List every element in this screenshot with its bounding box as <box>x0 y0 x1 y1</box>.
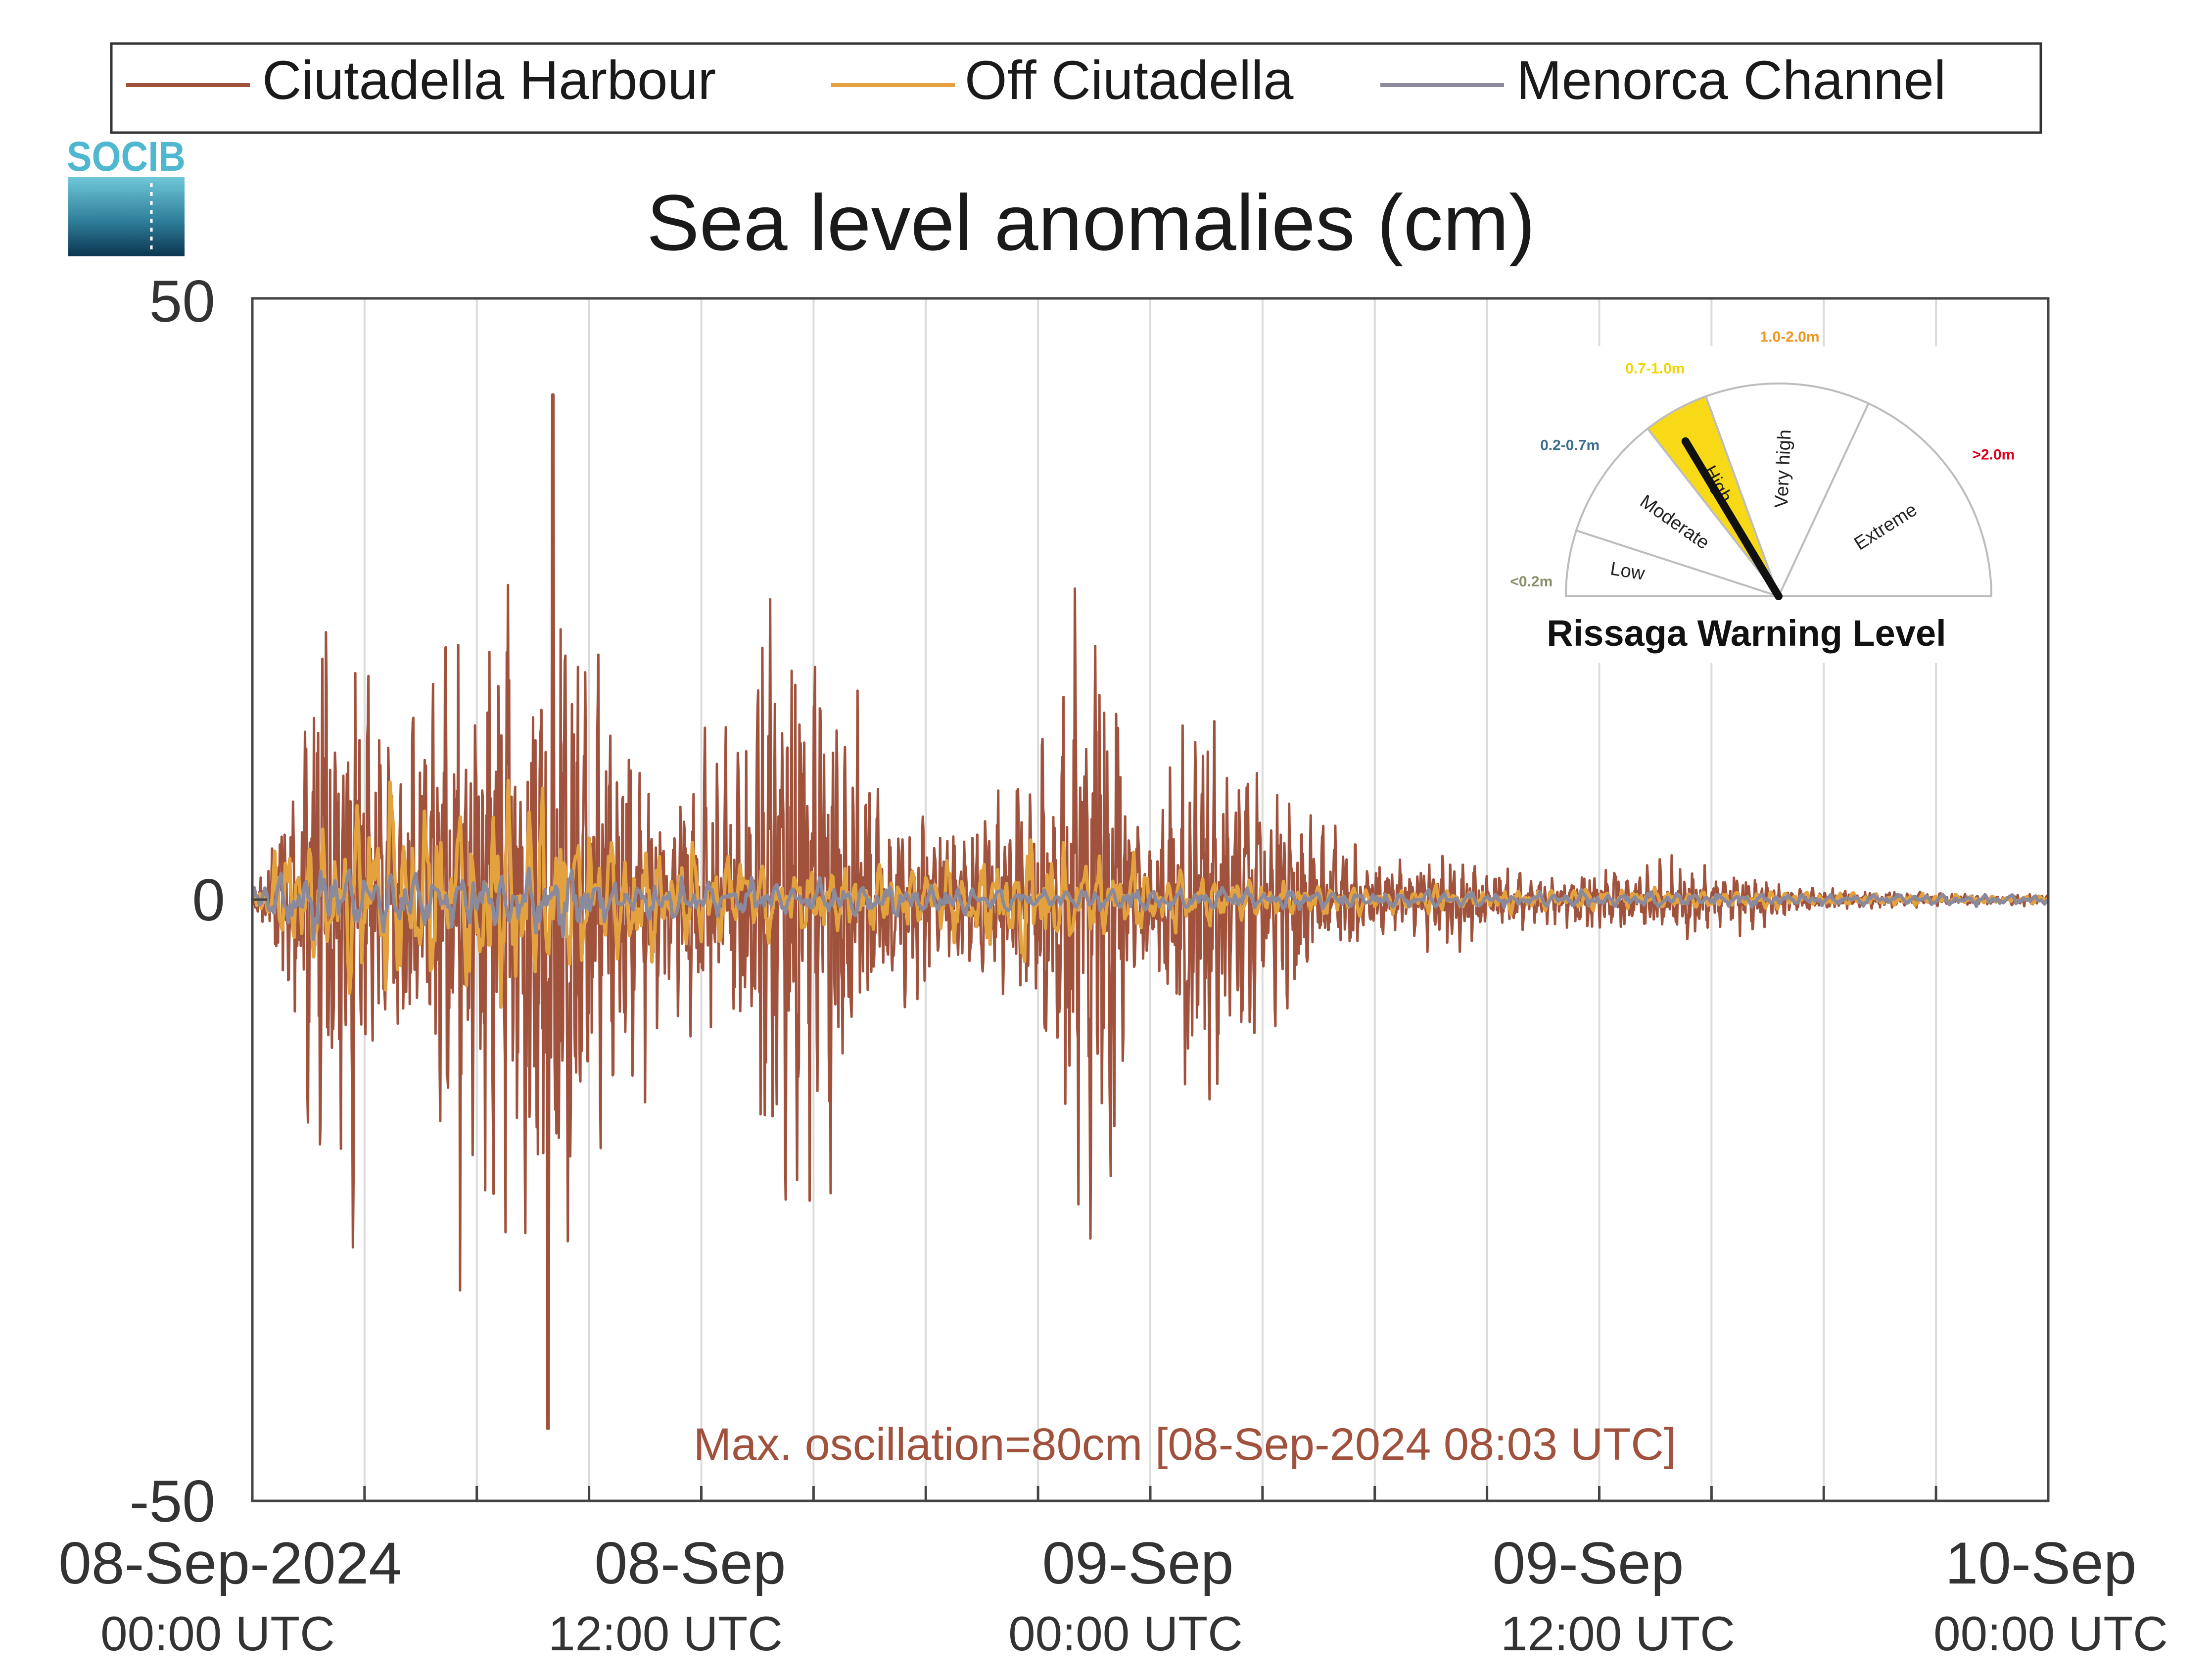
gauge-level-label-very-high: Very high <box>1771 429 1795 508</box>
gauge-sector-moderate <box>1575 427 1782 598</box>
legend: Ciutadella Harbour Off Ciutadella Menorc… <box>110 42 2042 134</box>
series-layer <box>250 393 2050 1430</box>
chart-title: Sea level anomalies (cm) <box>647 178 1535 267</box>
gauge-title: Rissaga Warning Level <box>1547 613 1946 654</box>
series-line-menorca-channel <box>250 866 2049 941</box>
gauge-range-label-extreme: >2.0m <box>1972 446 2015 463</box>
legend-box <box>110 42 2042 134</box>
gauge-range-label-low: <0.2m <box>1510 574 1553 590</box>
socib-logo-mark <box>68 177 185 256</box>
x-tick-date-2: 09-Sep <box>1042 1530 1234 1596</box>
max-oscillation-annotation: Max. oscillation=80cm [08-Sep-2024 08:03… <box>694 1419 1677 1470</box>
x-tick-date-4: 10-Sep <box>1945 1530 2137 1596</box>
gauge-range-label-very-high: 1.0-2.0m <box>1760 329 1819 345</box>
gauge-sector-extreme <box>1777 402 1993 597</box>
legend-label-ciutadella-harbour: Ciutadella Harbour <box>262 50 716 111</box>
x-tick-labels: 08-Sep-2024 00:00 UTC 08-Sep 12:00 UTC 0… <box>58 1530 2168 1661</box>
x-tick-date-3: 09-Sep <box>1493 1530 1684 1596</box>
socib-logo-text: SOCIB <box>67 133 186 180</box>
y-tick-label-50: 50 <box>149 268 215 335</box>
series-line-ciutadella-harbour <box>251 393 2050 1430</box>
gauge-sectors <box>1564 383 1993 599</box>
x-ticks <box>251 297 2050 1502</box>
gauge-range-label-moderate: 0.2-0.7m <box>1540 437 1600 454</box>
x-tick-time-1: 12:00 UTC <box>548 1606 783 1661</box>
x-tick-time-2: 00:00 UTC <box>1008 1606 1243 1661</box>
socib-logo: SOCIB <box>67 133 186 256</box>
y-tick-label-minus50: -50 <box>130 1468 215 1535</box>
legend-label-menorca-channel: Menorca Channel <box>1516 50 1946 111</box>
x-tick-time-0: 00:00 UTC <box>100 1606 335 1661</box>
gauge-needle <box>1681 437 1783 600</box>
y-tick-label-0: 0 <box>192 867 225 933</box>
x-tick-date-0: 08-Sep-2024 <box>58 1530 402 1596</box>
gauge-range-label-high: 0.7-1.0m <box>1625 361 1685 377</box>
x-tick-time-3: 12:00 UTC <box>1501 1606 1735 1661</box>
legend-label-off-ciutadella: Off Ciutadella <box>965 50 1294 111</box>
x-tick-time-4: 00:00 UTC <box>1933 1606 2168 1661</box>
gauge-sector-very-high <box>1704 383 1870 599</box>
gauge-ranges: <0.2m 0.2-0.7m 0.7-1.0m 1.0-2.0m >2.0m <box>1510 329 2015 590</box>
x-tick-date-1: 08-Sep <box>595 1530 786 1596</box>
